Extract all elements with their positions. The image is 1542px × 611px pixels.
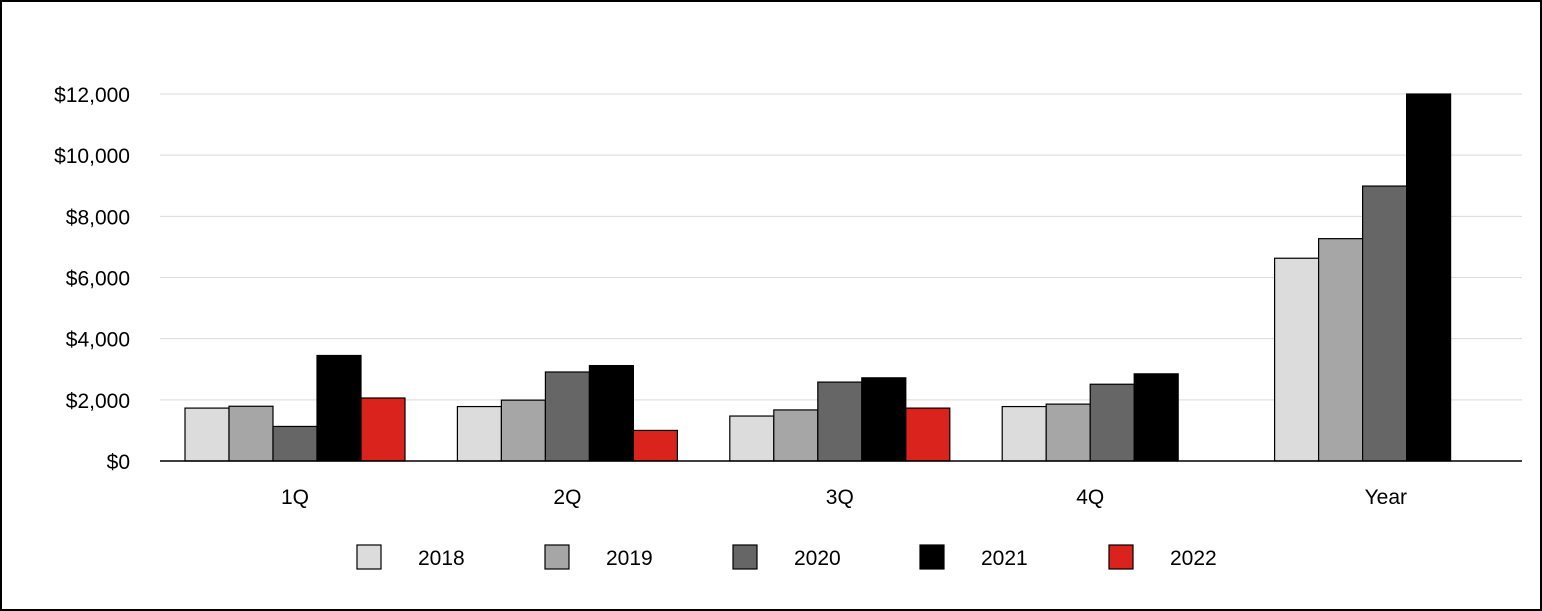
y-tick-label: $2,000 [66,390,130,413]
bar-2019-1q [228,405,274,462]
legend-swatch-2022 [1108,544,1134,570]
bar-2021-1q [316,354,362,462]
bar-2021-4q [1133,373,1179,462]
bar-2019-4q [1045,403,1091,462]
x-tick-label: 3Q [826,486,854,509]
legend-swatch-2021 [919,544,945,570]
bar-2020-2q [544,371,591,462]
x-tick-label: 4Q [1076,486,1104,509]
legend-label-2019: 2019 [606,547,653,570]
bar-2018-year [1273,257,1320,462]
bar-2021-3q [861,377,907,462]
y-tick-label: $4,000 [66,329,130,352]
legend-label-2018: 2018 [418,547,465,570]
legend-swatch-2018 [356,544,382,570]
bar-2020-3q [817,381,863,462]
bar-2022-2q [632,429,679,462]
bar-2018-3q [729,415,775,462]
bar-2020-4q [1089,383,1135,462]
bar-2020-year [1361,185,1408,462]
x-axis: 1Q 2Q 3Q 4Q Year [160,460,1522,509]
y-tick-label: $6,000 [66,268,130,291]
bar-2021-2q [588,364,635,462]
legend-label-2022: 2022 [1170,547,1217,570]
bar-2022-3q [905,407,951,462]
y-tick-label: $12,000 [54,84,130,107]
legend-label-2020: 2020 [794,547,841,570]
legend: 2018 2019 2020 2021 2022 [356,544,1217,570]
bar-2020-1q [272,425,318,462]
x-tick-label: Year [1365,486,1407,509]
bar-2018-2q [456,405,502,462]
x-tick-label: 1Q [281,486,309,509]
bar-2021-year [1405,93,1452,462]
bar-2018-1q [184,407,230,462]
y-tick-label: $10,000 [54,145,130,168]
legend-swatch-2020 [732,544,758,570]
bars [184,93,1452,462]
bar-2019-2q [500,399,546,462]
bar-2022-1q [360,397,406,462]
x-tick-label: 2Q [553,486,581,509]
bar-2018-4q [1001,405,1047,462]
bar-2019-year [1317,238,1364,462]
y-axis: $0 $2,000 $4,000 $6,000 $8,000 $10,000 $12,000 [54,84,130,474]
y-tick-label: $8,000 [66,206,130,229]
bar-2019-3q [773,409,819,462]
legend-swatch-2019 [544,544,570,570]
y-tick-label: $0 [107,451,130,474]
legend-label-2021: 2021 [981,547,1028,570]
